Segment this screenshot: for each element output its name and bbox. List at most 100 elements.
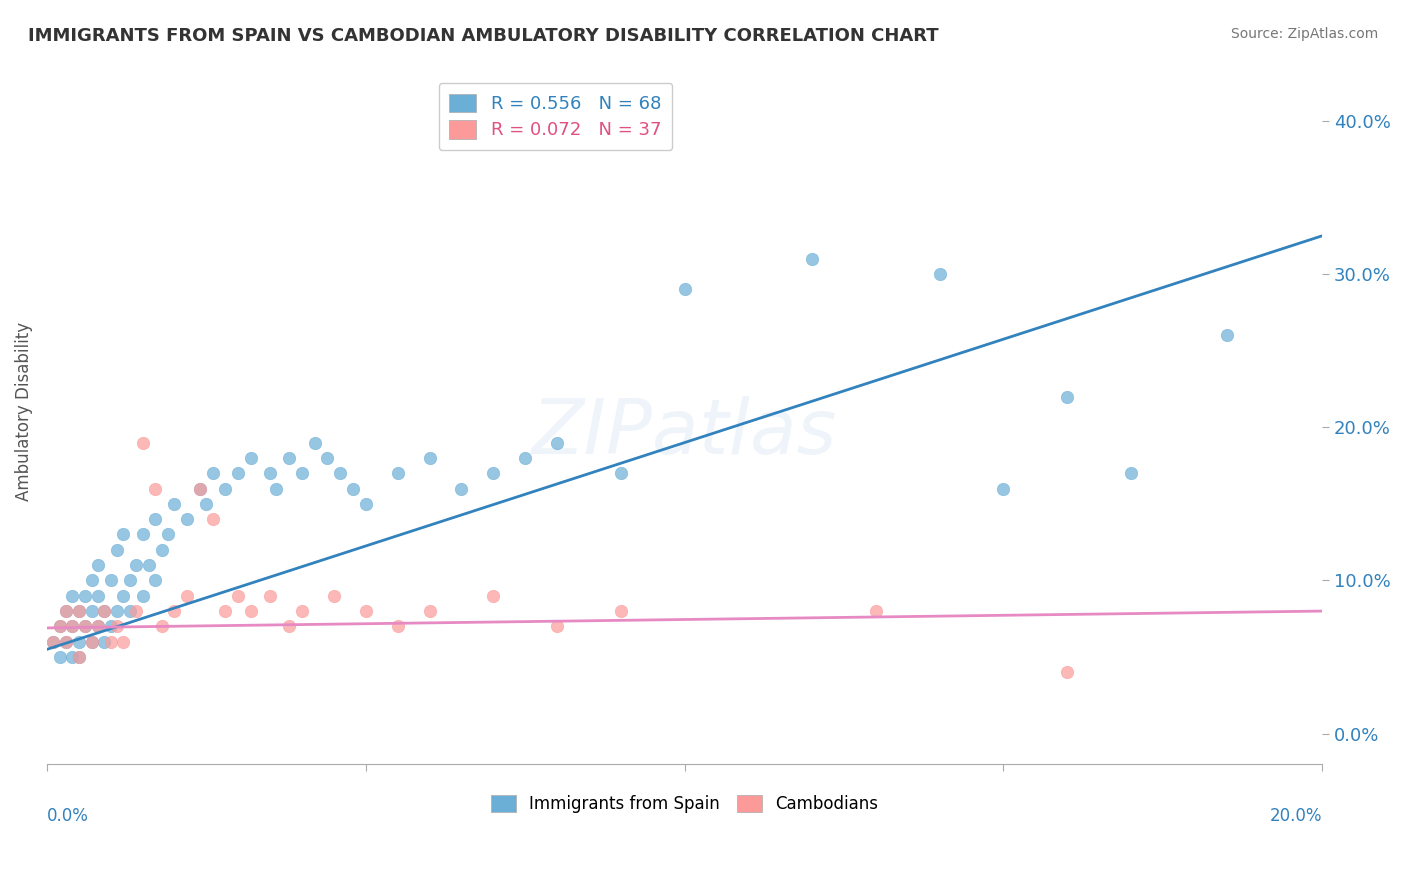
Point (610, 467, 633, 481)
Point (100, 574, 122, 588)
Point (42, 634, 65, 648)
Point (93, 634, 115, 648)
Point (55, 604, 77, 618)
Point (865, 604, 887, 618)
Point (67, 650, 90, 665)
Point (87, 589, 110, 603)
Point (48, 619, 70, 633)
Text: 20.0%: 20.0% (1270, 806, 1322, 824)
Point (100, 634, 122, 648)
Point (105, 542, 128, 557)
Point (60, 650, 83, 665)
Point (354, 604, 377, 618)
Point (143, 512, 166, 526)
Point (67, 634, 90, 648)
Point (322, 589, 344, 603)
Point (80, 634, 103, 648)
Point (125, 558, 148, 573)
Point (259, 467, 281, 481)
Point (201, 512, 224, 526)
Point (112, 634, 135, 648)
Text: ZIPatlas: ZIPatlas (531, 396, 838, 470)
Point (75, 589, 97, 603)
Point (418, 604, 440, 618)
Point (131, 589, 153, 603)
Point (157, 527, 180, 541)
Point (291, 604, 314, 618)
Point (125, 604, 148, 618)
Point (100, 619, 122, 633)
Point (112, 589, 135, 603)
Point (546, 435, 568, 450)
Point (266, 482, 288, 496)
Point (87, 619, 110, 633)
Point (138, 558, 160, 573)
Point (546, 619, 568, 633)
Point (201, 467, 224, 481)
Point (188, 482, 211, 496)
Point (143, 574, 166, 588)
Y-axis label: Ambulatory Disability: Ambulatory Disability (15, 322, 32, 501)
Point (67, 604, 90, 618)
Point (342, 482, 364, 496)
Point (93, 604, 115, 618)
Point (993, 482, 1015, 496)
Point (354, 497, 377, 511)
Point (1215, 328, 1237, 343)
Point (291, 467, 314, 481)
Point (105, 604, 128, 618)
Point (118, 604, 141, 618)
Point (150, 542, 173, 557)
Point (239, 450, 262, 465)
Point (387, 619, 409, 633)
Point (214, 482, 236, 496)
Point (188, 482, 211, 496)
Point (418, 450, 440, 465)
Point (163, 497, 186, 511)
Point (67, 650, 90, 665)
Point (87, 558, 110, 573)
Point (60, 619, 83, 633)
Point (1056, 665, 1078, 680)
Point (105, 619, 128, 633)
Point (387, 467, 409, 481)
Point (1056, 390, 1078, 404)
Point (80, 574, 103, 588)
Point (75, 619, 97, 633)
Point (48, 650, 70, 665)
Point (482, 589, 505, 603)
Point (226, 589, 249, 603)
Point (112, 527, 135, 541)
Point (801, 252, 824, 266)
Point (42, 634, 65, 648)
Point (226, 467, 249, 481)
Text: Source: ZipAtlas.com: Source: ZipAtlas.com (1230, 27, 1378, 41)
Point (278, 450, 301, 465)
Point (163, 604, 186, 618)
Point (60, 619, 83, 633)
Point (1119, 467, 1142, 481)
Point (67, 604, 90, 618)
Point (93, 604, 115, 618)
Point (60, 589, 83, 603)
Point (55, 604, 77, 618)
Point (48, 619, 70, 633)
Point (176, 589, 198, 603)
Text: IMMIGRANTS FROM SPAIN VS CAMBODIAN AMBULATORY DISABILITY CORRELATION CHART: IMMIGRANTS FROM SPAIN VS CAMBODIAN AMBUL… (28, 27, 939, 45)
Point (55, 634, 77, 648)
Point (55, 634, 77, 648)
Point (195, 497, 218, 511)
Point (329, 467, 352, 481)
Point (87, 619, 110, 633)
Point (214, 604, 236, 618)
Legend: Immigrants from Spain, Cambodians: Immigrants from Spain, Cambodians (485, 788, 884, 820)
Point (75, 619, 97, 633)
Point (239, 604, 262, 618)
Point (150, 619, 173, 633)
Point (928, 267, 950, 281)
Point (259, 589, 281, 603)
Point (515, 450, 537, 465)
Point (316, 450, 339, 465)
Point (176, 512, 198, 526)
Point (80, 634, 103, 648)
